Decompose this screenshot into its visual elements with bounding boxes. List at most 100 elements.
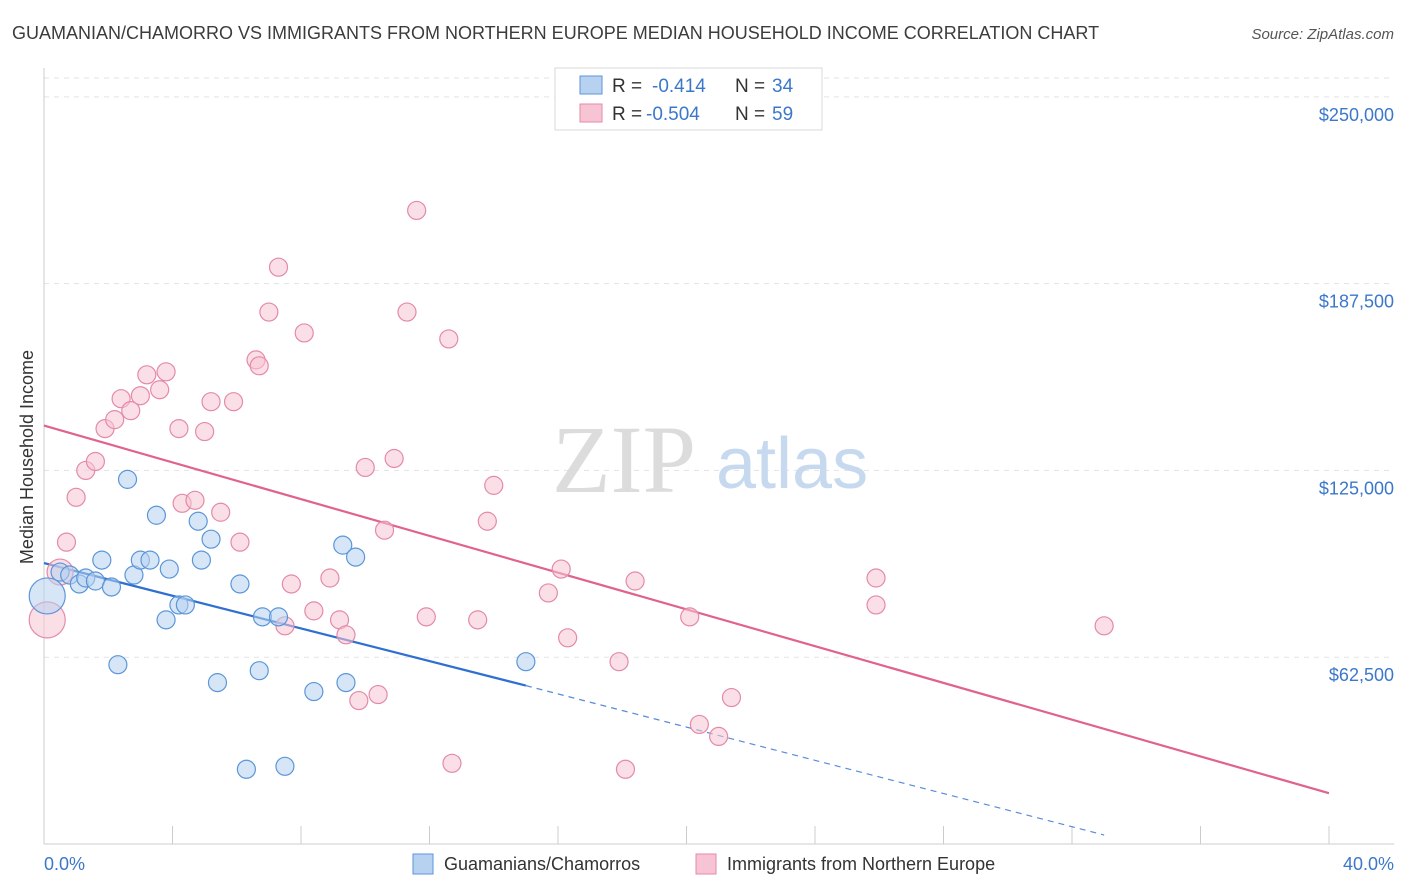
trend-line-extension [525, 685, 1105, 836]
point-guamanian [108, 655, 128, 675]
point-northern-europe [268, 257, 289, 277]
bottom-legend-swatch-northern-europe [695, 853, 717, 875]
point-guamanian [101, 577, 122, 597]
legend-r-value-2: -0.504 [646, 104, 700, 125]
point-guamanian [146, 505, 167, 525]
point-guamanian [268, 607, 289, 627]
point-northern-europe [368, 684, 388, 705]
point-northern-europe [374, 520, 395, 540]
legend-swatch-northern-europe [579, 103, 603, 123]
point-guamanian [85, 571, 106, 591]
point-northern-europe [281, 574, 301, 594]
point-northern-europe [130, 386, 150, 406]
point-northern-europe [320, 568, 340, 588]
point-northern-europe [407, 200, 427, 221]
point-guamanian [516, 652, 536, 672]
point-northern-europe [294, 323, 314, 343]
point-northern-europe [468, 610, 488, 630]
point-guamanian [333, 535, 353, 555]
chart-title: GUAMANIAN/CHAMORRO VS IMMIGRANTS FROM NO… [12, 23, 1099, 43]
point-northern-europe [709, 726, 729, 747]
legend-r-label-1: R = [612, 76, 642, 97]
legend-r-value-1: -0.414 [652, 76, 706, 97]
point-guamanian [275, 756, 295, 776]
bottom-legend-label-guamanian: Guamanians/Chamorros [444, 854, 640, 874]
y-tick-label: $62,500 [1329, 665, 1394, 685]
point-guamanian [230, 574, 250, 594]
point-northern-europe [85, 451, 106, 472]
point-guamanian [346, 547, 366, 567]
point-guamanian [159, 559, 179, 579]
legend-n-label-2: N = [735, 104, 765, 125]
point-guamanian [304, 681, 324, 702]
watermark-zip: ZIP [552, 406, 696, 513]
point-northern-europe [137, 365, 157, 385]
watermark-atlas: atlas [716, 424, 868, 504]
point-northern-europe [615, 759, 636, 779]
point-northern-europe [156, 362, 176, 382]
point-northern-europe [551, 559, 571, 579]
point-guamanian [28, 577, 66, 615]
point-northern-europe [384, 448, 404, 469]
point-northern-europe [66, 487, 86, 507]
point-northern-europe [477, 511, 497, 531]
gridlines [44, 77, 1394, 658]
point-guamanian [249, 661, 269, 681]
point-northern-europe [201, 392, 221, 412]
y-tick-label: $250,000 [1319, 105, 1394, 125]
legend-swatch-guamanian [579, 75, 603, 95]
point-guamanian [156, 610, 176, 630]
y-tick-labels: $62,500 $125,000 $187,500 $250,000 [1319, 105, 1394, 685]
point-northern-europe [150, 380, 170, 400]
y-tick-label: $125,000 [1319, 478, 1394, 498]
bottom-legend-label-northern-europe: Immigrants from Northern Europe [727, 854, 995, 874]
watermark: ZIP atlas [552, 406, 868, 513]
point-northern-europe [1094, 616, 1114, 636]
y-axis-title: Median Household Income [17, 350, 37, 564]
point-guamanian [336, 673, 356, 693]
chart-source: Source: ZipAtlas.com [1251, 26, 1394, 43]
point-northern-europe [304, 601, 324, 621]
point-northern-europe [625, 571, 645, 591]
point-northern-europe [121, 401, 141, 421]
point-northern-europe [484, 475, 504, 495]
point-northern-europe [195, 421, 215, 442]
point-northern-europe [105, 410, 125, 430]
point-northern-europe [211, 502, 231, 522]
legend-n-value-1: 34 [772, 76, 794, 97]
point-northern-europe [609, 652, 629, 672]
point-guamanian [188, 511, 208, 531]
x-tick-label-min: 0.0% [44, 854, 85, 874]
point-northern-europe [336, 625, 356, 645]
point-guamanian [191, 550, 212, 570]
point-northern-europe [230, 532, 250, 552]
axes [43, 68, 1394, 845]
point-northern-europe [397, 302, 417, 322]
legend-r-label-2: R = [612, 104, 642, 125]
point-guamanian [175, 595, 195, 615]
point-northern-europe [680, 607, 700, 627]
point-northern-europe [721, 687, 742, 708]
x-ticks [172, 826, 1330, 844]
point-guamanian [201, 529, 221, 549]
legend-n-label-1: N = [735, 76, 765, 97]
point-northern-europe [56, 532, 77, 552]
correlation-legend: R = -0.414 N = 34 R = -0.504 N = 59 [554, 67, 823, 131]
point-guamanian [92, 550, 112, 570]
point-northern-europe [259, 302, 279, 322]
point-northern-europe [442, 753, 462, 773]
bottom-legend-swatch-guamanian [412, 853, 434, 875]
point-guamanian [117, 469, 138, 489]
point-northern-europe [866, 595, 886, 615]
point-northern-europe [169, 418, 189, 439]
point-northern-europe [558, 628, 578, 648]
point-northern-europe [355, 457, 375, 478]
point-northern-europe [349, 690, 369, 711]
point-northern-europe [538, 583, 558, 603]
point-guamanian [140, 550, 160, 570]
point-northern-europe [185, 490, 205, 510]
point-northern-europe [866, 568, 886, 588]
point-guamanian [252, 607, 273, 627]
data-points [28, 200, 1114, 779]
x-tick-label-max: 40.0% [1343, 854, 1394, 874]
